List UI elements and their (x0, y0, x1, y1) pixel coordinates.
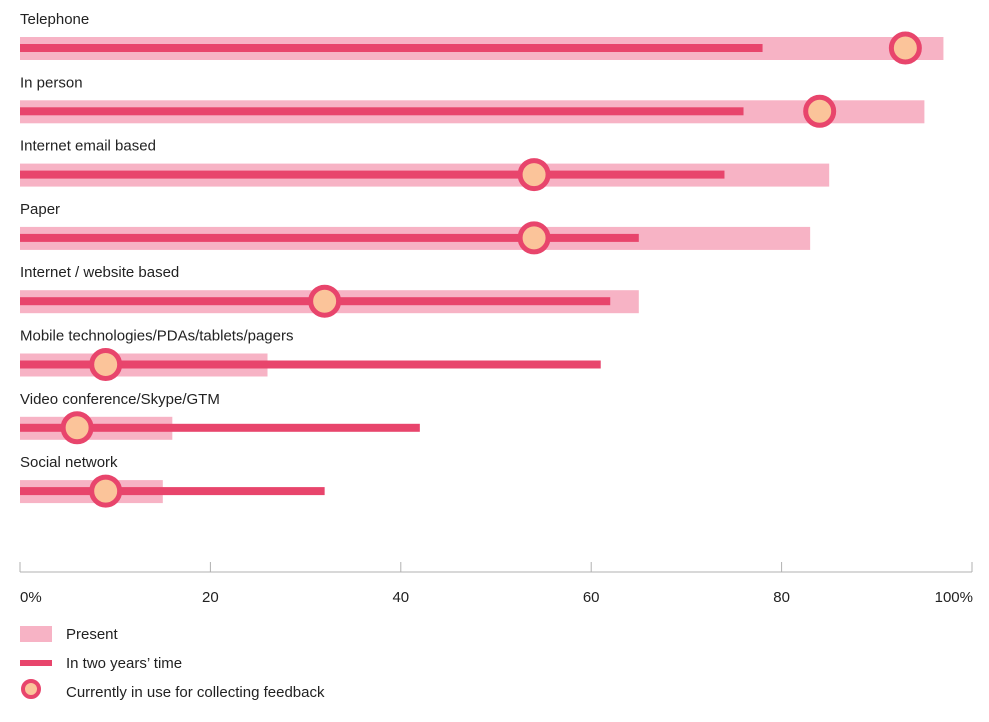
marker-feedback (888, 31, 922, 65)
bar-two-years (20, 487, 325, 496)
category-label: Video conference/Skype/GTM (20, 391, 220, 408)
marker-feedback (517, 158, 551, 192)
x-tick-label: 20 (202, 589, 219, 606)
category-label: In person (20, 74, 83, 91)
legend-item-present: Present (20, 625, 324, 643)
x-tick-label: 100% (935, 589, 973, 606)
bar-two-years (20, 233, 639, 242)
bar-two-years (20, 360, 601, 369)
bar-two-years (20, 170, 725, 179)
marker-feedback (803, 94, 837, 128)
category-label: Social network (20, 454, 118, 471)
category-label: Internet email based (20, 138, 156, 155)
legend-swatch-present (20, 626, 52, 642)
category-label: Internet / website based (20, 264, 179, 281)
bar-two-years (20, 107, 744, 116)
legend-item-two-years: In two years’ time (20, 654, 324, 672)
bar-two-years (20, 423, 420, 432)
category-label: Mobile technologies/PDAs/tablets/pagers (20, 328, 294, 345)
marker-feedback (89, 348, 123, 381)
marker-feedback (517, 221, 551, 255)
x-tick-label: 0% (20, 589, 42, 606)
marker-feedback (89, 474, 123, 508)
marker-feedback (60, 411, 94, 445)
legend-swatch-two-years (20, 660, 52, 666)
legend-label-present: Present (66, 625, 118, 643)
legend: Present In two years’ time Currently in … (20, 625, 325, 701)
legend-item-feedback: Currently in use for collecting feedback (20, 679, 325, 701)
category-label: Paper (20, 201, 60, 218)
legend-label-feedback: Currently in use for collecting feedback (66, 683, 325, 701)
legend-label-two-years: In two years’ time (66, 654, 183, 672)
bar-chart: Telephone In person Internet email based Pa… (19, 11, 973, 606)
legend-swatch-feedback (21, 679, 41, 699)
marker-feedback (308, 284, 342, 318)
x-tick-label: 60 (583, 589, 600, 606)
bar-two-years (20, 44, 763, 52)
x-tick-label: 40 (392, 589, 409, 606)
x-tick-label: 80 (773, 589, 790, 606)
category-label: Telephone (20, 11, 89, 28)
